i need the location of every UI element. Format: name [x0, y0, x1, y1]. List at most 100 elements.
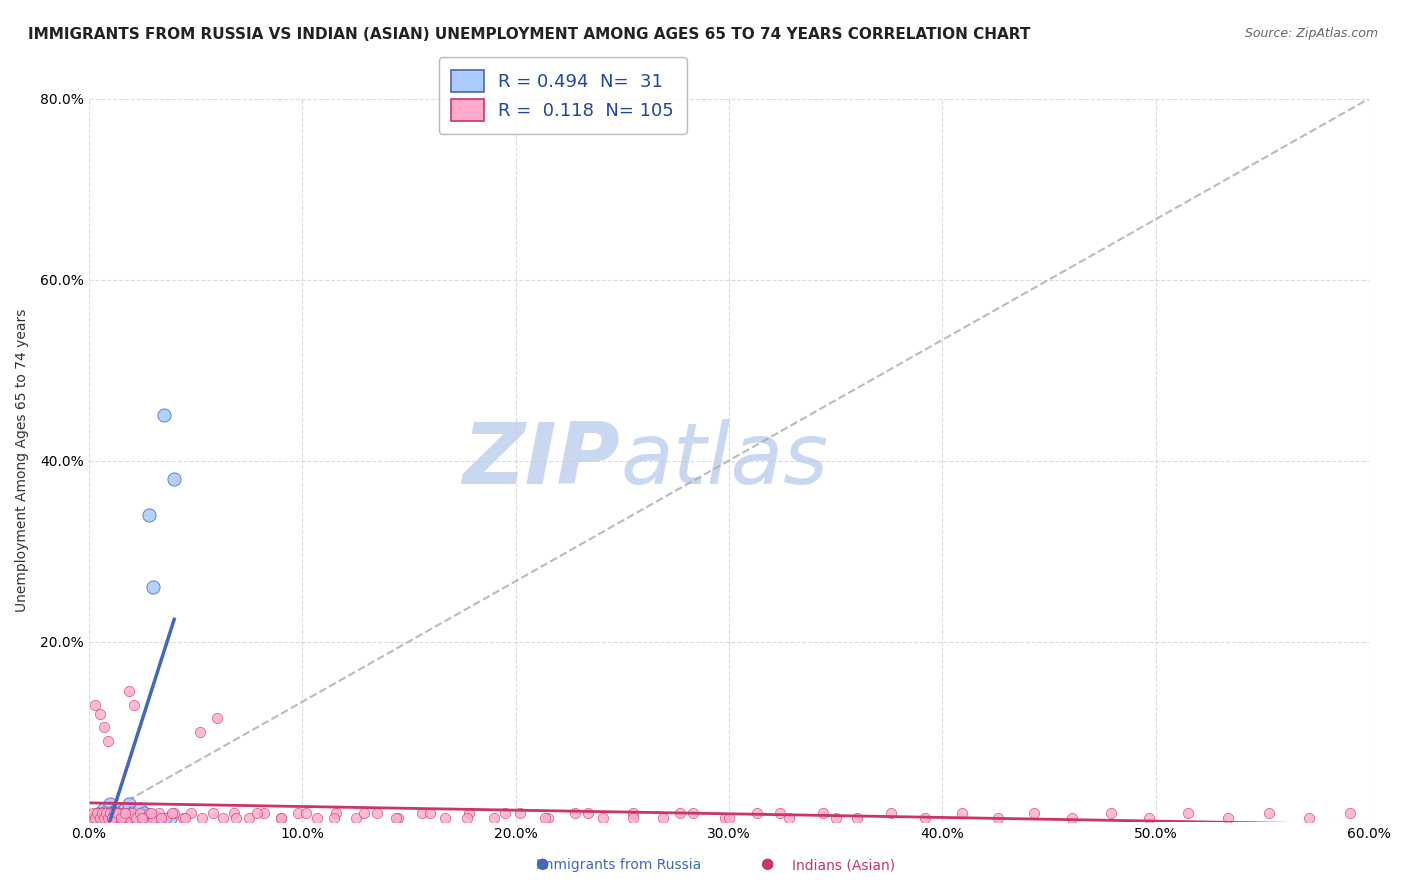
- Point: [212, 811, 235, 825]
- Point: [138, 508, 160, 522]
- Point: [419, 806, 441, 821]
- Point: [1062, 811, 1084, 825]
- Point: [103, 811, 125, 825]
- Point: [129, 802, 152, 816]
- Point: [682, 806, 704, 821]
- Point: [89, 706, 111, 721]
- Point: [86, 806, 108, 821]
- Point: [110, 811, 132, 825]
- Point: [80, 811, 103, 825]
- Point: [82, 806, 104, 821]
- Point: [1339, 806, 1361, 821]
- Point: [114, 811, 136, 825]
- Point: [1099, 806, 1122, 821]
- Point: [121, 806, 143, 821]
- Point: [97, 811, 120, 825]
- Point: [110, 811, 132, 825]
- Point: [97, 811, 120, 825]
- Point: [880, 806, 903, 821]
- Point: [325, 806, 347, 821]
- Point: [494, 806, 516, 821]
- Point: [89, 811, 111, 825]
- Point: [125, 811, 148, 825]
- Point: [173, 811, 195, 825]
- Point: [457, 806, 479, 821]
- Point: [84, 811, 107, 825]
- Point: [484, 811, 506, 825]
- Point: [142, 580, 165, 594]
- Point: [621, 811, 644, 825]
- Point: [344, 811, 367, 825]
- Text: IMMIGRANTS FROM RUSSIA VS INDIAN (ASIAN) UNEMPLOYMENT AMONG AGES 65 TO 74 YEARS : IMMIGRANTS FROM RUSSIA VS INDIAN (ASIAN)…: [28, 27, 1031, 42]
- Text: Source: ZipAtlas.com: Source: ZipAtlas.com: [1244, 27, 1378, 40]
- Point: [385, 811, 408, 825]
- Point: [89, 806, 111, 821]
- Point: [387, 811, 409, 825]
- Point: [536, 811, 558, 825]
- Point: [114, 806, 136, 821]
- Point: [172, 811, 194, 825]
- Point: [188, 725, 211, 739]
- Point: [101, 806, 124, 821]
- Point: [122, 698, 145, 712]
- Point: [592, 811, 614, 825]
- Point: [564, 806, 586, 821]
- Point: [323, 811, 346, 825]
- Point: [270, 811, 292, 825]
- Point: [295, 806, 318, 821]
- Point: [576, 806, 599, 821]
- Point: [238, 811, 260, 825]
- Point: [118, 797, 141, 812]
- Point: [163, 472, 186, 486]
- Point: [89, 811, 111, 825]
- Point: [745, 806, 768, 821]
- Point: [117, 811, 139, 825]
- Point: [534, 811, 557, 825]
- Point: [246, 806, 269, 821]
- Point: [914, 811, 936, 825]
- Point: [225, 811, 247, 825]
- Text: Indians (Asian): Indians (Asian): [792, 858, 896, 872]
- Point: [191, 811, 214, 825]
- Point: [125, 811, 148, 825]
- Point: [142, 811, 165, 825]
- Point: [131, 811, 153, 825]
- Point: [90, 811, 112, 825]
- Point: [987, 811, 1010, 825]
- Point: [134, 806, 156, 821]
- Text: ●: ●: [759, 856, 773, 871]
- Point: [105, 806, 128, 821]
- Point: [117, 806, 139, 821]
- Point: [669, 806, 692, 821]
- Point: [121, 806, 143, 821]
- Legend: R = 0.494  N=  31, R =  0.118  N= 105: R = 0.494 N= 31, R = 0.118 N= 105: [439, 57, 686, 134]
- Point: [118, 684, 141, 698]
- Point: [1137, 811, 1160, 825]
- Point: [434, 811, 457, 825]
- Text: ZIP: ZIP: [463, 419, 620, 502]
- Point: [103, 806, 125, 821]
- Point: [148, 806, 170, 821]
- Point: [307, 811, 329, 825]
- Point: [1177, 806, 1199, 821]
- Point: [139, 806, 162, 821]
- Point: [98, 797, 121, 812]
- Point: [84, 698, 107, 712]
- Point: [651, 811, 673, 825]
- Point: [105, 802, 128, 816]
- Text: ●: ●: [534, 856, 548, 871]
- Point: [107, 806, 129, 821]
- Point: [824, 811, 846, 825]
- Point: [93, 806, 115, 821]
- Point: [105, 811, 128, 825]
- Point: [103, 806, 125, 821]
- Point: [456, 811, 478, 825]
- Point: [270, 811, 292, 825]
- Point: [159, 811, 181, 825]
- Point: [94, 806, 117, 821]
- Point: [287, 806, 309, 821]
- Point: [114, 802, 136, 816]
- Point: [778, 811, 800, 825]
- Point: [353, 806, 375, 821]
- Point: [222, 806, 245, 821]
